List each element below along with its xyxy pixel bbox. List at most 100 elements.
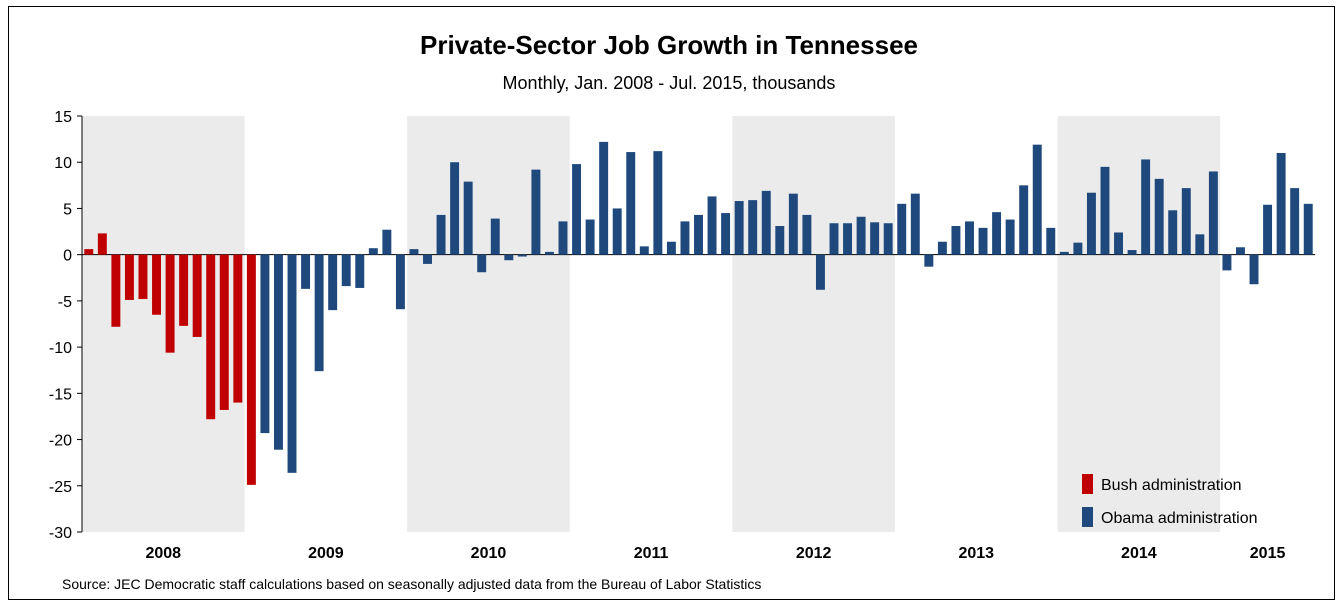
bar-obama bbox=[937, 241, 947, 255]
legend-swatch-obama bbox=[1082, 507, 1093, 527]
bar-obama bbox=[260, 254, 270, 434]
bar-obama bbox=[910, 193, 920, 255]
bar-obama bbox=[639, 246, 649, 255]
bar-obama bbox=[558, 221, 568, 255]
bar-bush bbox=[97, 233, 107, 255]
y-tick-label: 10 bbox=[54, 155, 72, 172]
year-band-2014 bbox=[1057, 116, 1221, 532]
bar-obama bbox=[1276, 152, 1286, 255]
legend-label-bush: Bush administration bbox=[1101, 477, 1242, 494]
bar-obama bbox=[761, 190, 771, 255]
bar-obama bbox=[531, 169, 541, 255]
bar-bush bbox=[246, 254, 256, 485]
bar-obama bbox=[368, 248, 378, 255]
x-year-label: 2014 bbox=[1121, 545, 1157, 562]
y-tick-label: -5 bbox=[58, 294, 72, 311]
bar-obama bbox=[897, 203, 907, 255]
bar-obama bbox=[463, 181, 473, 255]
bar-obama bbox=[382, 229, 392, 255]
bar-obama bbox=[856, 216, 866, 255]
bar-obama bbox=[314, 254, 324, 372]
bar-obama bbox=[395, 254, 405, 310]
bar-obama bbox=[1208, 171, 1218, 255]
bar-bush bbox=[192, 254, 202, 337]
year-band-2010 bbox=[407, 116, 570, 532]
bar-obama bbox=[965, 221, 974, 255]
bar-obama bbox=[1195, 234, 1205, 255]
bar-obama bbox=[1073, 242, 1083, 255]
bar-obama bbox=[707, 196, 717, 255]
bar-obama bbox=[734, 201, 744, 255]
bar-obama bbox=[572, 164, 582, 255]
bar-obama bbox=[1236, 247, 1245, 255]
bar-obama bbox=[490, 218, 500, 255]
y-tick-label: 15 bbox=[54, 109, 72, 126]
bar-obama bbox=[409, 249, 419, 255]
year-band-2008 bbox=[82, 116, 245, 532]
year-band-2012 bbox=[732, 116, 895, 532]
x-year-label: 2012 bbox=[796, 545, 832, 562]
x-year-label: 2009 bbox=[308, 545, 344, 562]
bar-obama bbox=[517, 254, 527, 257]
bar-obama bbox=[1127, 250, 1137, 255]
bar-bush bbox=[124, 254, 134, 300]
bar-obama bbox=[626, 152, 636, 255]
y-tick-label: 5 bbox=[63, 201, 72, 218]
bar-obama bbox=[585, 219, 595, 255]
bar-obama bbox=[450, 162, 460, 255]
bar-obama bbox=[1154, 178, 1164, 255]
y-tick-label: -30 bbox=[49, 525, 72, 542]
bar-bush bbox=[179, 254, 189, 326]
bar-obama bbox=[992, 212, 1002, 255]
bar-obama bbox=[1249, 254, 1259, 285]
chart-source: Source: JEC Democratic staff calculation… bbox=[62, 576, 762, 592]
bar-obama bbox=[1168, 210, 1178, 255]
bar-obama bbox=[355, 254, 365, 288]
y-tick-label: -20 bbox=[49, 433, 72, 450]
y-tick-label: 0 bbox=[63, 248, 72, 265]
bar-obama bbox=[1114, 232, 1124, 255]
bar-bush bbox=[233, 254, 243, 403]
bar-obama bbox=[504, 254, 514, 261]
bar-obama bbox=[653, 151, 663, 255]
bar-obama bbox=[748, 200, 758, 255]
bar-obama bbox=[1222, 254, 1232, 271]
bar-obama bbox=[599, 141, 609, 255]
bar-obama bbox=[1059, 251, 1069, 255]
bar-obama bbox=[273, 254, 283, 450]
x-year-label: 2011 bbox=[634, 545, 669, 562]
bar-obama bbox=[1290, 188, 1300, 255]
chart-title: Private-Sector Job Growth in Tennessee bbox=[420, 30, 918, 60]
bar-obama bbox=[870, 222, 880, 255]
bar-obama bbox=[951, 226, 961, 255]
bar-bush bbox=[206, 254, 216, 420]
x-year-label: 2013 bbox=[958, 545, 994, 562]
bar-obama bbox=[1181, 188, 1191, 255]
bar-obama bbox=[883, 223, 893, 255]
bar-obama bbox=[680, 221, 690, 255]
bar-obama bbox=[924, 254, 934, 267]
bar-bush bbox=[219, 254, 229, 410]
bar-bush bbox=[138, 254, 148, 300]
bar-obama bbox=[287, 254, 297, 473]
bar-obama bbox=[328, 254, 338, 311]
bar-bush bbox=[84, 249, 94, 255]
bar-obama bbox=[612, 208, 622, 255]
bar-obama bbox=[436, 214, 446, 255]
bar-obama bbox=[1019, 185, 1029, 255]
bar-obama bbox=[477, 254, 487, 273]
bar-obama bbox=[1086, 192, 1096, 255]
bar-obama bbox=[1046, 227, 1056, 255]
bar-obama bbox=[802, 214, 812, 255]
bar-bush bbox=[165, 254, 175, 353]
bar-obama bbox=[423, 254, 432, 264]
bar-obama bbox=[1100, 166, 1110, 255]
legend-swatch-bush bbox=[1082, 474, 1093, 494]
y-tick-label: -25 bbox=[49, 479, 72, 496]
bar-obama bbox=[978, 227, 988, 255]
bar-obama bbox=[775, 226, 785, 255]
x-year-label: 2015 bbox=[1250, 545, 1286, 562]
bar-obama bbox=[694, 214, 703, 255]
bar-obama bbox=[1032, 144, 1042, 255]
